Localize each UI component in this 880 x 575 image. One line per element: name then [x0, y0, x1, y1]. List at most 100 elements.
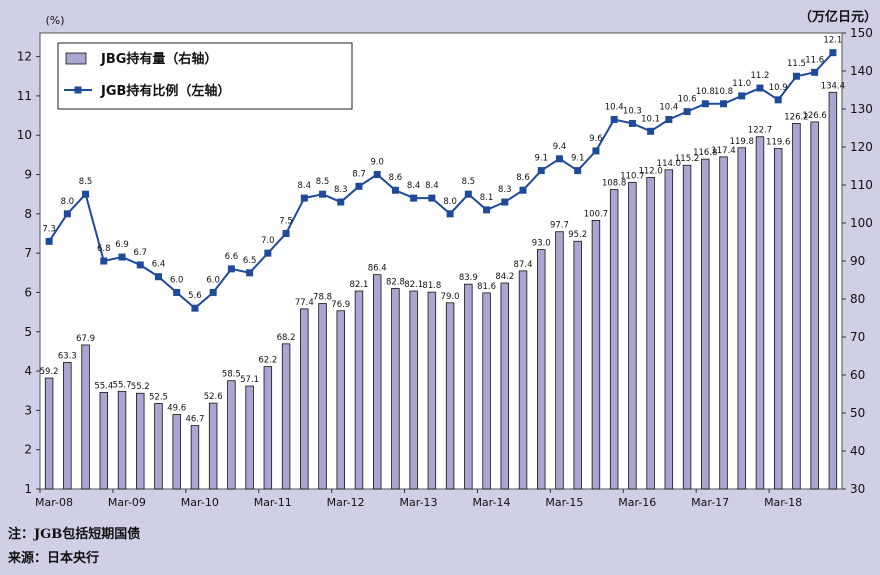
bar-label: 115.2 — [675, 154, 699, 164]
line-label: 8.4 — [407, 181, 421, 191]
x-axis-tick-label: Mar-17 — [691, 496, 729, 509]
bar-label: 87.4 — [514, 260, 533, 270]
bar — [391, 287, 400, 490]
line-label: 10.8 — [714, 87, 733, 97]
bar — [719, 156, 728, 490]
bar — [354, 290, 364, 490]
line-label: 8.5 — [316, 177, 330, 187]
line-marker — [118, 253, 126, 261]
bar — [81, 344, 90, 490]
line-marker — [829, 49, 837, 57]
bar — [245, 385, 254, 490]
line-marker — [264, 249, 272, 257]
line-marker — [628, 119, 636, 127]
line-marker — [811, 68, 819, 76]
bar — [518, 270, 528, 490]
bar-label: 112.0 — [638, 166, 662, 176]
line-marker — [410, 194, 418, 202]
right-axis-unit: （万亿日元） — [799, 9, 877, 25]
line-marker — [319, 190, 327, 198]
bar-label: 82.8 — [386, 277, 405, 287]
bar-label: 52.5 — [149, 393, 168, 403]
line-label: 6.8 — [97, 244, 111, 254]
line-label: 10.4 — [659, 102, 678, 112]
bar — [555, 231, 564, 490]
bar — [500, 282, 510, 490]
bar-label: 52.6 — [204, 392, 223, 402]
bar — [190, 425, 200, 490]
bar-label: 95.2 — [568, 230, 587, 240]
line-marker — [574, 167, 582, 175]
bar — [409, 290, 418, 490]
bar — [44, 377, 54, 490]
line-marker — [100, 257, 108, 265]
bar — [263, 366, 273, 490]
line-label: 9.0 — [370, 158, 384, 168]
bar-label: 119.6 — [766, 138, 790, 148]
bar — [300, 308, 309, 490]
bar-label: 49.6 — [167, 404, 186, 414]
bar — [336, 310, 345, 490]
line-marker — [428, 194, 436, 202]
left-axis-tick-label: 4 — [24, 364, 32, 378]
bar — [537, 249, 546, 490]
left-axis-tick-label: 3 — [24, 403, 32, 417]
line-marker — [246, 269, 254, 277]
bar — [136, 392, 145, 490]
line-label: 6.5 — [243, 256, 257, 266]
line-label: 8.3 — [334, 185, 348, 195]
bar — [701, 158, 710, 490]
line-label: 5.6 — [188, 291, 202, 301]
left-axis-tick-label: 7 — [24, 246, 32, 260]
line-label: 6.0 — [206, 275, 220, 285]
x-axis-tick-label: Mar-12 — [327, 496, 365, 509]
line-marker — [63, 210, 71, 218]
bar — [427, 291, 437, 490]
bar — [737, 147, 746, 490]
bar — [792, 123, 801, 490]
bar-label: 83.9 — [459, 273, 478, 283]
bar-label: 81.8 — [422, 281, 441, 291]
left-axis-tick-label: 2 — [24, 443, 32, 457]
line-marker — [136, 261, 144, 269]
line-label: 8.6 — [516, 173, 530, 183]
bar-label: 76.9 — [331, 300, 350, 310]
bar — [281, 343, 291, 490]
bar-label: 108.8 — [602, 179, 626, 189]
right-axis-tick-label: 150 — [850, 26, 873, 40]
bar-label: 58.5 — [222, 370, 241, 380]
bar — [810, 121, 819, 490]
bar — [628, 181, 637, 490]
x-axis-tick-label: Mar-08 — [35, 496, 73, 509]
line-marker — [391, 186, 399, 194]
right-axis-tick-label: 60 — [850, 368, 865, 382]
bar — [154, 403, 163, 490]
line-label: 8.4 — [425, 181, 439, 191]
bar — [573, 240, 582, 490]
bar-label: 77.4 — [295, 298, 314, 308]
line-label: 9.4 — [553, 142, 567, 152]
line-marker — [665, 115, 673, 123]
line-marker — [756, 84, 764, 92]
right-axis-tick-label: 80 — [850, 292, 865, 306]
bar-label: 110.7 — [620, 171, 644, 181]
bar — [117, 390, 127, 490]
left-axis-tick-label: 12 — [17, 50, 32, 64]
line-marker — [720, 100, 728, 108]
x-axis-tick-label: Mar-15 — [545, 496, 583, 509]
bar — [445, 302, 455, 490]
bar — [755, 136, 765, 490]
bar-label: 93.0 — [532, 239, 551, 249]
line-marker — [373, 171, 381, 179]
bar-label: 55.7 — [113, 380, 132, 390]
line-label: 8.3 — [498, 185, 512, 195]
line-marker — [82, 190, 90, 198]
bar-label: 55.2 — [131, 382, 150, 392]
bar — [227, 380, 236, 490]
line-label: 12.1 — [823, 36, 842, 46]
bar — [318, 303, 327, 490]
legend-line-marker — [74, 86, 82, 94]
bar-label: 134.4 — [821, 81, 845, 91]
x-axis-tick-label: Mar-09 — [108, 496, 146, 509]
x-axis-tick-label: Mar-14 — [472, 496, 510, 509]
